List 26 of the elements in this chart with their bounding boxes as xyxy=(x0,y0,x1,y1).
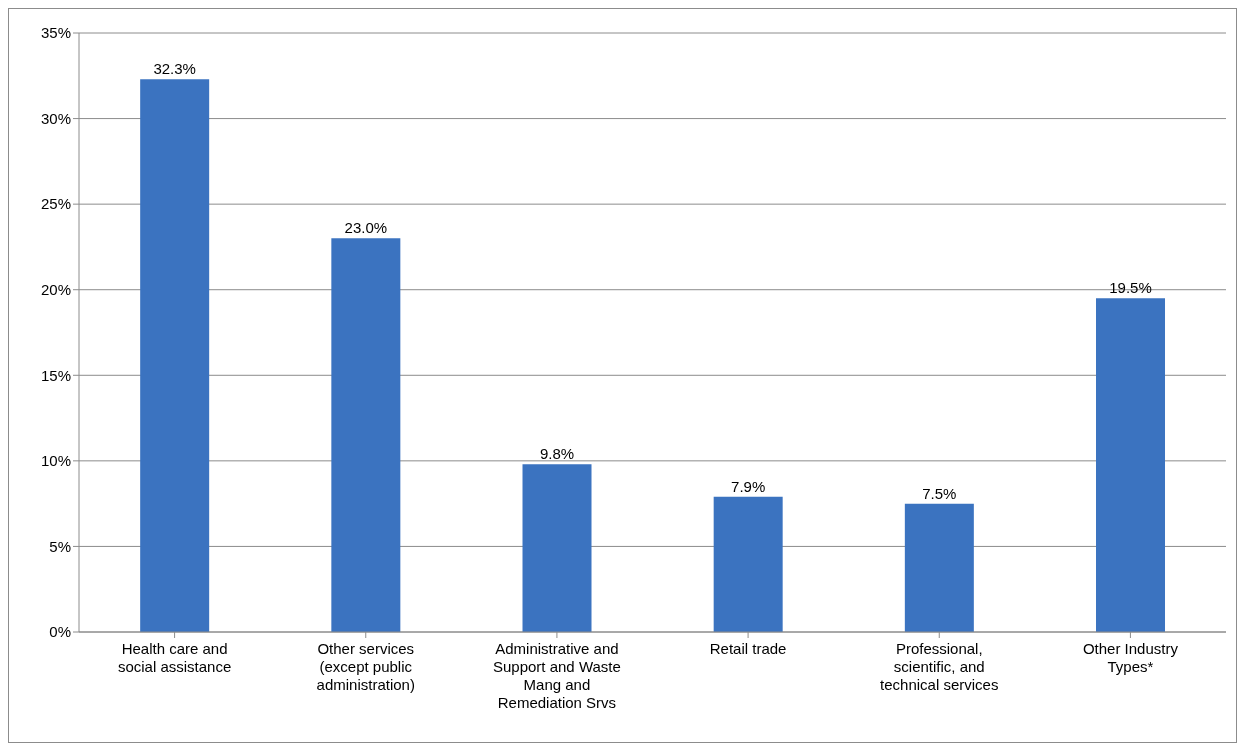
data-label: 9.8% xyxy=(539,445,575,463)
y-tick-label: 0% xyxy=(49,623,71,641)
y-tick-label: 5% xyxy=(49,537,71,555)
x-tick-label: Health care and social assistance xyxy=(117,640,232,675)
y-tick-label: 15% xyxy=(40,366,71,384)
y-tick-label: 30% xyxy=(40,109,71,127)
x-tick-label: Other Industry Types* xyxy=(1082,640,1179,675)
x-tick-label: Other services (except public administration) xyxy=(316,640,415,693)
y-tick-label: 10% xyxy=(40,452,71,470)
bar xyxy=(713,496,783,632)
data-label: 7.9% xyxy=(731,477,766,495)
data-label: 32.3% xyxy=(153,60,196,78)
data-label: 23.0% xyxy=(344,219,388,237)
x-tick-label: Administrative and Support and Waste Mang and Remediation Srvs xyxy=(492,640,621,711)
x-tick-label: Retail trade xyxy=(709,640,787,657)
x-tick-label: Professional, scientific, and technical services xyxy=(880,640,999,693)
bar xyxy=(522,464,592,632)
y-tick-label: 35% xyxy=(40,24,71,42)
y-tick-label: 20% xyxy=(40,281,71,299)
bar xyxy=(904,503,974,632)
y-tick-label: 25% xyxy=(40,195,71,213)
bar xyxy=(1096,298,1166,632)
bar xyxy=(140,79,210,632)
bar xyxy=(331,238,401,632)
data-label: 19.5% xyxy=(1109,279,1152,297)
data-label: 7.5% xyxy=(922,484,957,502)
